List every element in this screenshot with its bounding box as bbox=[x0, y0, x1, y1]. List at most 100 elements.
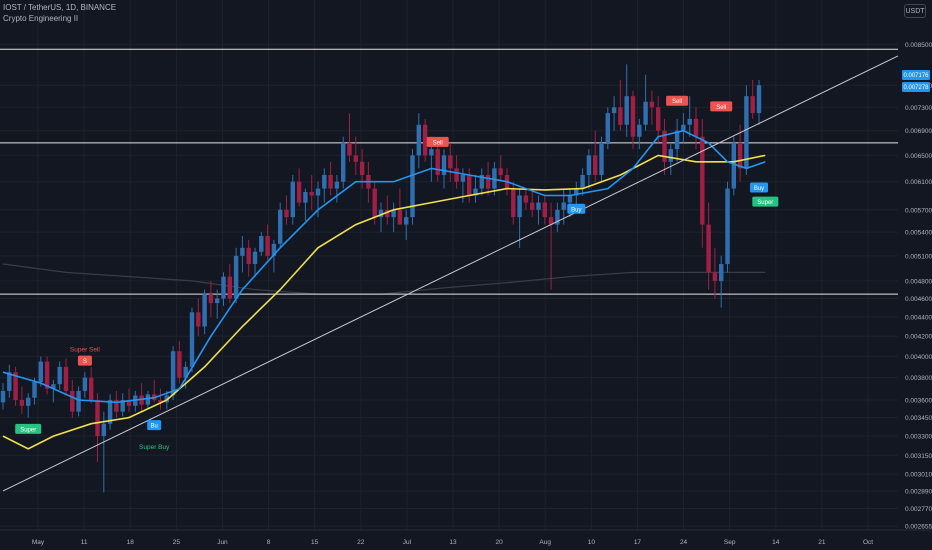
candle-body bbox=[725, 188, 730, 265]
candle bbox=[718, 255, 724, 308]
indicator-name: Crypto Engineering II bbox=[3, 14, 79, 23]
candle-body bbox=[233, 255, 239, 299]
candle bbox=[227, 264, 233, 304]
candle-body bbox=[454, 168, 459, 182]
trendline[interactable] bbox=[2, 55, 899, 492]
candle bbox=[517, 188, 522, 248]
time-tick-label: 8 bbox=[267, 539, 271, 546]
candle bbox=[151, 379, 157, 403]
price-tick-label: 0.004600 bbox=[905, 296, 932, 303]
candle-body bbox=[410, 155, 415, 218]
candle bbox=[422, 118, 428, 162]
candle-body bbox=[492, 168, 497, 189]
time-tick-label: 11 bbox=[81, 539, 88, 546]
candle bbox=[63, 358, 69, 396]
candle bbox=[662, 118, 667, 175]
candle bbox=[196, 298, 201, 337]
candle bbox=[107, 394, 113, 430]
candle bbox=[322, 168, 327, 203]
time-axis[interactable]: May 11 18 25 Jun 8 15 22 Jul 13 20 Aug 10 17 24 Sep 14 21… bbox=[0, 529, 932, 550]
candle bbox=[44, 356, 50, 395]
candle-body bbox=[177, 351, 182, 378]
price-tick-label: 0.005400 bbox=[905, 230, 932, 237]
candle bbox=[712, 247, 718, 299]
candle-body bbox=[32, 382, 37, 398]
candle-body bbox=[624, 96, 629, 125]
time-axis-bg bbox=[0, 530, 932, 550]
candle-body bbox=[13, 372, 18, 401]
candle-body bbox=[756, 85, 762, 114]
candle-body bbox=[580, 174, 585, 189]
price-tick-label: 0.005100 bbox=[905, 253, 932, 260]
candle-body bbox=[353, 155, 359, 162]
candle bbox=[555, 202, 560, 233]
candle-body bbox=[511, 188, 516, 218]
candle-body bbox=[290, 181, 296, 218]
candle-body bbox=[334, 181, 340, 189]
ema-fast-path bbox=[2, 129, 766, 404]
price-tick-label: 0.003450 bbox=[905, 415, 932, 422]
candle-body bbox=[51, 384, 56, 389]
candle-body bbox=[101, 423, 107, 437]
candle bbox=[479, 168, 485, 196]
candle bbox=[725, 181, 730, 273]
candle bbox=[706, 202, 711, 290]
candle-body bbox=[315, 188, 321, 196]
candle bbox=[189, 307, 195, 373]
candle bbox=[441, 149, 447, 189]
candle bbox=[473, 174, 478, 203]
candle-body bbox=[473, 188, 478, 196]
price-tick-label: 0.004200 bbox=[905, 334, 932, 341]
candle-body bbox=[643, 101, 648, 125]
signal-text: Super Buy bbox=[139, 444, 170, 451]
candle-body bbox=[44, 361, 50, 389]
candle bbox=[246, 239, 251, 277]
price-tick-label: 0.006500 bbox=[905, 153, 932, 160]
candle-body bbox=[391, 209, 396, 218]
time-tick-label: 17 bbox=[634, 539, 642, 546]
candle bbox=[139, 383, 144, 412]
time-tick-label: 13 bbox=[449, 539, 457, 546]
price-tick-label: 0.003010 bbox=[905, 472, 932, 479]
time-tick-label: 21 bbox=[818, 539, 826, 546]
candle-body bbox=[536, 202, 541, 210]
price-tick-label: 0.004800 bbox=[905, 278, 932, 285]
candle-body bbox=[485, 174, 491, 189]
candle-body bbox=[309, 192, 314, 196]
currency-selector[interactable]: USDT bbox=[904, 4, 926, 18]
price-tick-label: 0.006100 bbox=[905, 179, 932, 186]
candle-body bbox=[271, 243, 277, 256]
price-tick-label: 0.003300 bbox=[905, 434, 932, 441]
candle bbox=[750, 79, 755, 119]
candle bbox=[454, 155, 459, 189]
candle-body bbox=[416, 124, 422, 156]
candle bbox=[668, 142, 674, 175]
candle bbox=[737, 124, 743, 182]
candle bbox=[353, 136, 359, 175]
candle bbox=[586, 149, 592, 189]
ema-slow-line bbox=[2, 154, 766, 450]
signal-badge-bg bbox=[750, 182, 768, 193]
grid bbox=[0, 0, 898, 530]
signal-badge-label: Sell bbox=[433, 140, 443, 146]
candle-body bbox=[397, 209, 403, 225]
candle bbox=[70, 379, 75, 418]
candle-body bbox=[637, 124, 642, 137]
candle bbox=[145, 390, 151, 410]
price-tag: 0.007176 bbox=[902, 70, 930, 80]
candle bbox=[202, 289, 207, 335]
candle bbox=[397, 188, 403, 225]
signal-badge-bg bbox=[77, 355, 92, 366]
candle bbox=[630, 90, 636, 150]
candle-body bbox=[378, 209, 384, 218]
candle bbox=[592, 130, 598, 182]
candle bbox=[88, 366, 94, 404]
candle-body bbox=[7, 372, 12, 391]
candle-body bbox=[744, 96, 749, 169]
candle-body bbox=[731, 142, 737, 189]
candle-body bbox=[139, 395, 144, 405]
candle-body bbox=[618, 107, 623, 125]
candle-body bbox=[460, 174, 466, 182]
candle bbox=[259, 232, 264, 256]
